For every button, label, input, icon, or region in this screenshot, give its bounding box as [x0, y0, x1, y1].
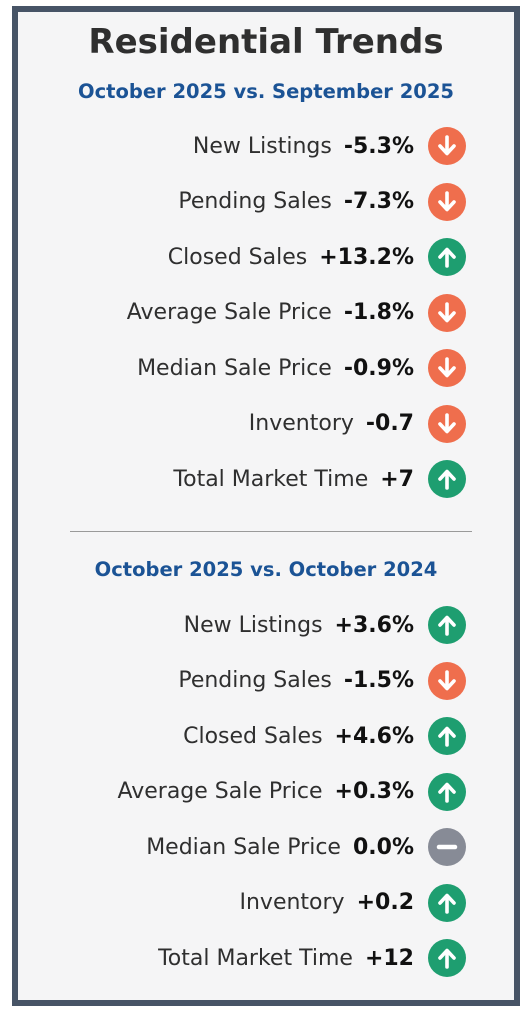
- minus-icon: [428, 828, 466, 866]
- metric-label: Pending Sales: [178, 668, 332, 693]
- metric-value: +7: [380, 466, 414, 492]
- metric-row: Median Sale Price -0.9%: [137, 348, 466, 388]
- arrow-down-icon: [428, 182, 466, 221]
- metric-row: Closed Sales +13.2%: [168, 237, 466, 277]
- metric-value: -7.3%: [343, 189, 414, 214]
- arrow-down-icon: [428, 127, 466, 165]
- metric-value: +4.6%: [334, 723, 414, 749]
- metric-label: Closed Sales: [167, 244, 308, 270]
- arrow-down-icon: [428, 349, 466, 387]
- metric-value: +3.6%: [334, 612, 414, 638]
- metric-row: Inventory +0.2: [239, 883, 466, 923]
- arrow-up-icon: [428, 606, 466, 644]
- metric-row: New Listings -5.3%: [193, 126, 466, 166]
- metric-label: Inventory: [239, 890, 345, 915]
- arrow-down-icon: [428, 293, 466, 332]
- metric-value: +0.3%: [334, 779, 414, 804]
- metric-row: Total Market Time +12: [158, 938, 466, 978]
- metric-value: -0.9%: [343, 355, 414, 381]
- section-heading: October 2025 vs. September 2025: [78, 80, 454, 103]
- arrow-down-icon: [428, 661, 466, 700]
- metric-label: Median Sale Price: [137, 355, 332, 381]
- section-heading: October 2025 vs. October 2024: [94, 558, 438, 581]
- metric-label: Total Market Time: [173, 466, 369, 492]
- arrow-up-icon: [428, 460, 466, 498]
- metric-row: New Listings +3.6%: [184, 605, 466, 645]
- arrow-up-icon: [428, 939, 466, 977]
- metric-value: -1.5%: [343, 668, 414, 693]
- metric-value: +12: [364, 945, 414, 971]
- metric-label: Closed Sales: [183, 723, 323, 749]
- section-divider: [70, 531, 472, 532]
- arrow-up-icon: [428, 772, 466, 811]
- metric-label: New Listings: [192, 133, 332, 159]
- page-title: Residential Trends: [88, 22, 444, 62]
- metric-label: Average Sale Price: [117, 779, 323, 804]
- residential-trends-card: Residential Trends October 2025 vs. Sept…: [12, 6, 520, 1006]
- metric-label: Inventory: [248, 411, 354, 436]
- metric-label: Median Sale Price: [146, 834, 341, 860]
- metric-label: Total Market Time: [158, 945, 353, 971]
- metric-row: Average Sale Price +0.3%: [117, 772, 466, 812]
- arrow-up-icon: [428, 238, 466, 276]
- metric-label: New Listings: [183, 612, 323, 638]
- metric-value: +13.2%: [319, 244, 414, 270]
- metric-row: Pending Sales -7.3%: [178, 182, 466, 222]
- metric-value: +0.2: [356, 890, 414, 915]
- metric-label: Pending Sales: [178, 189, 332, 214]
- metric-row: Median Sale Price 0.0%: [146, 827, 466, 867]
- arrow-down-icon: [428, 404, 466, 443]
- metric-row: Closed Sales +4.6%: [183, 716, 466, 756]
- metric-row: Total Market Time +7: [173, 459, 466, 499]
- metric-row: Average Sale Price -1.8%: [127, 293, 466, 333]
- metric-value: 0.0%: [352, 834, 414, 860]
- metric-label: Average Sale Price: [126, 300, 332, 325]
- metric-value: -0.7: [365, 411, 414, 436]
- metric-value: -1.8%: [343, 300, 414, 325]
- metric-row: Inventory -0.7: [249, 404, 466, 444]
- arrow-up-icon: [428, 883, 466, 922]
- arrow-up-icon: [428, 717, 466, 755]
- metric-row: Pending Sales -1.5%: [178, 661, 466, 701]
- metric-value: -5.3%: [343, 133, 414, 159]
